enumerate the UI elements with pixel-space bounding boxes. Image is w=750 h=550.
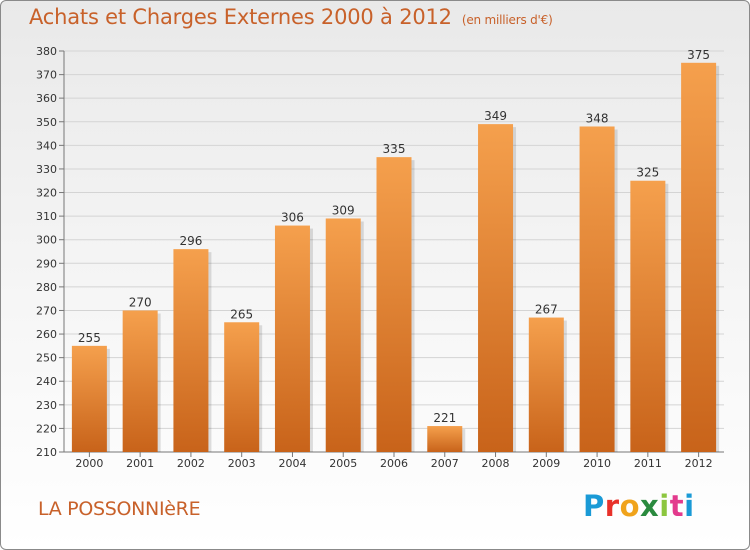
bar-value-label: 309	[332, 203, 355, 217]
bar-value-label: 265	[230, 307, 253, 321]
x-tick-label: 2003	[228, 457, 256, 470]
bar-value-label: 349	[484, 109, 507, 123]
x-tick-label: 2005	[329, 457, 357, 470]
proxiti-logo: Proxiti	[583, 489, 695, 523]
y-tick-label: 310	[36, 210, 57, 223]
bar	[478, 124, 514, 452]
bar	[71, 345, 107, 452]
x-tick-label: 2002	[177, 457, 205, 470]
y-tick-label: 300	[36, 234, 57, 247]
x-tick-label: 2007	[431, 457, 459, 470]
bar	[528, 317, 564, 452]
y-tick-label: 290	[36, 257, 57, 270]
y-tick-label: 320	[36, 187, 57, 200]
bar	[122, 310, 158, 452]
y-tick-label: 350	[36, 116, 57, 129]
y-tick-label: 220	[36, 422, 57, 435]
bar-value-label: 335	[383, 142, 406, 156]
x-tick-label: 2006	[380, 457, 408, 470]
bar	[681, 62, 717, 452]
y-tick-label: 340	[36, 139, 57, 152]
bar	[173, 249, 209, 452]
y-tick-label: 270	[36, 304, 57, 317]
chart-subtitle: (en milliers d'€)	[461, 13, 553, 27]
y-tick-label: 240	[36, 375, 57, 388]
y-tick-label: 250	[36, 352, 57, 365]
bar-value-label: 267	[535, 303, 558, 317]
bar	[274, 225, 310, 452]
x-tick-label: 2008	[482, 457, 510, 470]
bar	[630, 180, 666, 452]
bar-value-label: 270	[129, 295, 152, 309]
bar	[427, 426, 463, 452]
commune-name: LA POSSONNIèRE	[38, 498, 201, 520]
y-tick-label: 360	[36, 92, 57, 105]
x-tick-label: 2009	[532, 457, 560, 470]
x-tick-label: 2000	[75, 457, 103, 470]
bar	[224, 322, 260, 452]
x-tick-label: 2011	[634, 457, 662, 470]
bars	[71, 62, 720, 452]
x-tick-label: 2004	[278, 457, 306, 470]
bar-value-label: 221	[433, 411, 456, 425]
chart-title-text: Achats et Charges Externes 2000 à 2012	[29, 5, 452, 29]
labels: 210 220 230 240 250 260 270 280 290 300 310 320 330 3…	[36, 45, 713, 470]
bar-value-label: 306	[281, 211, 304, 225]
bar-value-label: 296	[179, 234, 202, 248]
y-tick-label: 370	[36, 69, 57, 82]
y-tick-label: 280	[36, 281, 57, 294]
bar	[325, 218, 361, 452]
y-tick-label: 210	[36, 446, 57, 459]
y-tick-label: 330	[36, 163, 57, 176]
bar-value-label: 348	[586, 111, 609, 125]
y-tick-label: 230	[36, 399, 57, 412]
chart-title: Achats et Charges Externes 2000 à 2012 (e…	[29, 5, 553, 29]
x-tick-label: 2010	[583, 457, 611, 470]
x-tick-label: 2001	[126, 457, 154, 470]
bar-value-label: 255	[78, 331, 101, 345]
bar	[579, 126, 615, 452]
bar-value-label: 375	[687, 48, 710, 62]
y-tick-label: 260	[36, 328, 57, 341]
y-tick-label: 380	[36, 45, 57, 58]
bar	[376, 157, 412, 452]
bar-value-label: 325	[636, 166, 659, 180]
x-tick-label: 2012	[685, 457, 713, 470]
